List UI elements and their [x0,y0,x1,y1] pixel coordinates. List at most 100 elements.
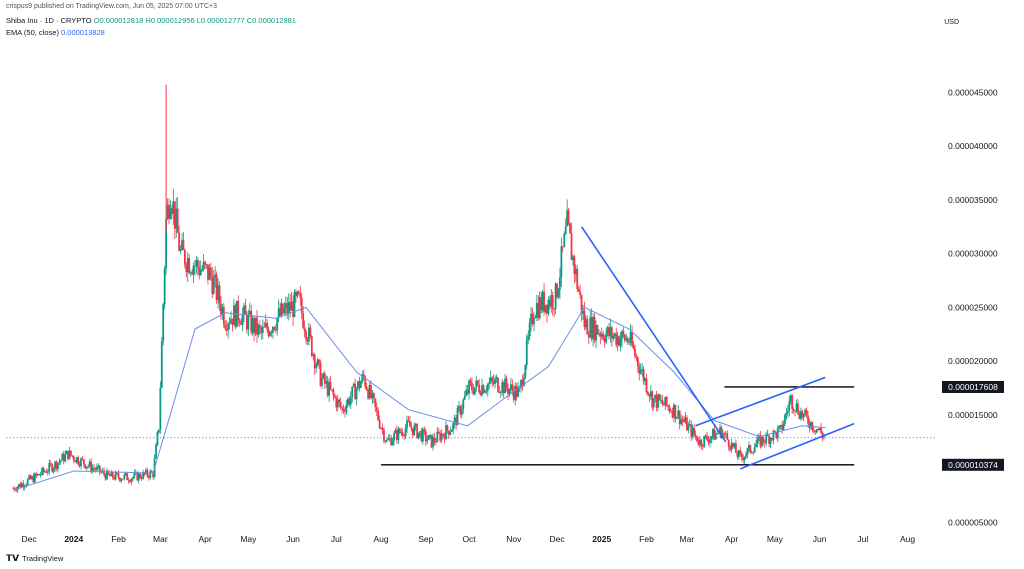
candle-body [292,301,294,317]
tradingview-logo[interactable]: 𝗧𝗩 TradingView [6,553,63,564]
candle-body [482,385,485,393]
time-tick-label: May [767,534,784,544]
candle-body [241,314,244,325]
candle-body [748,445,750,449]
candle-body [639,370,642,374]
candle-body [515,385,518,397]
candle-body [631,331,633,346]
price-tick-label: 0.000020000 [948,356,998,366]
time-tick-label: Aug [373,534,388,544]
candle-body [585,319,587,328]
candle-body [642,369,645,382]
candle-body [776,428,779,438]
time-tick-label: Mar [680,534,695,544]
candle-body [719,427,721,434]
candle-body [421,429,424,442]
candle-body [362,374,365,377]
candle-body [18,483,20,487]
candle-body [781,424,783,430]
candle-body [284,303,287,309]
symbol-label[interactable]: Shiba Inu · 1D · CRYPTO [6,16,92,25]
ohlc-values: O0.000012818 H0.000012956 L0.000012777 C… [93,16,296,25]
candle-body [548,299,551,307]
candle-body [579,291,582,295]
candle-body [693,427,695,435]
candle-body [59,460,62,462]
candle-body [159,387,162,430]
candle-body [191,272,193,275]
candle-body [478,384,481,393]
candle-body [85,466,88,469]
candle-body [628,342,631,344]
candle-body [65,450,68,455]
candle-body [217,285,219,301]
candle-body [400,432,403,434]
candle-body [263,326,266,328]
candle-body [786,410,789,413]
candle-body [437,431,440,434]
candle-body [160,341,163,388]
candle-body [547,299,550,314]
candle-body [469,380,472,383]
candle-body [173,201,176,229]
candle-body [140,477,143,479]
time-axis[interactable]: Dec 2024 Feb Mar Apr May Jun Jul Aug Sep Oct Nov Dec… [22,534,916,544]
candle-body [15,489,17,491]
candle-body [654,394,657,399]
candle-body [497,377,499,392]
candle-body [520,380,522,388]
candle-body [296,291,299,297]
time-tick-label: Jul [331,534,342,544]
candle-body [61,453,64,461]
candle-body [456,407,459,426]
candle-body [746,448,749,455]
candle-body [821,432,824,438]
candle-body [507,387,509,394]
candle-body [525,339,528,366]
candle-body [512,390,515,400]
candle-body [215,274,218,301]
candle-body [98,465,101,473]
candle-body [694,434,697,437]
candle-body [540,297,543,311]
candle-body [230,318,232,324]
candle-body [108,474,111,477]
candle-body [589,317,592,338]
trendline [580,226,727,443]
candle-body [32,476,35,483]
candle-body [723,433,726,435]
price-axis[interactable]: 0.000005000 0.000010374 0.000015000 0.00001… [942,87,1004,528]
candle-body [52,468,55,472]
candle-body [535,303,538,318]
candle-body [775,431,778,438]
candle-body [574,268,577,275]
candle-body [687,424,690,431]
candle-body [344,411,346,413]
candle-body [714,433,717,440]
candle-body [326,380,329,396]
candle-body [251,318,254,333]
candle-body [455,417,457,426]
candle-body [306,339,309,342]
ema-label[interactable]: EMA (50, close) [6,28,59,37]
time-tick-label: Dec [549,534,565,544]
candle-body [711,429,714,437]
candle-body [505,378,508,388]
candle-body [377,410,380,421]
candle-body [339,402,342,408]
candle-body [432,437,434,448]
candle-body [814,430,817,433]
candle-body [704,435,707,437]
candle-body [250,310,253,333]
candle-body [462,399,465,410]
candle-body [33,473,36,483]
candle-body [443,435,446,440]
candle-body [234,305,237,328]
candle-body [570,233,573,260]
candle-body [209,267,212,276]
candle-body [195,260,198,266]
candle-body [123,474,126,479]
candle-body [530,313,532,323]
candle-body [383,429,385,441]
